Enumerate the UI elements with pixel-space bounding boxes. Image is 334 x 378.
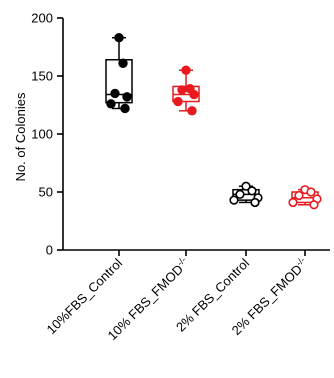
superscript: -/-: [294, 255, 307, 268]
data-point: [120, 103, 130, 114]
data-point: [306, 187, 316, 197]
data-point: [294, 190, 304, 201]
data-point: [189, 89, 199, 100]
axes: 0 50 100 150 200: [31, 11, 330, 258]
data-point: [106, 99, 116, 109]
data-point: [187, 106, 197, 116]
box: [105, 59, 133, 104]
y-tick-label: 200: [31, 11, 53, 26]
y-tick-label: 100: [31, 127, 53, 142]
y-tick-label: 0: [46, 243, 53, 258]
y-tick-label: 50: [39, 185, 53, 200]
data-point: [118, 58, 128, 68]
data-point: [177, 85, 187, 95]
data-marks: [105, 33, 322, 210]
data-point: [173, 96, 183, 107]
data-point: [288, 197, 298, 208]
data-point: [247, 186, 257, 196]
data-point: [250, 197, 260, 208]
y-tick-label: 150: [31, 69, 53, 84]
data-point: [122, 92, 132, 102]
data-point: [235, 189, 245, 199]
data-point: [110, 88, 120, 99]
data-point: [114, 33, 124, 43]
superscript: -/-: [175, 255, 188, 268]
data-point: [229, 195, 239, 205]
y-axis-label: No. of Colonies: [13, 92, 28, 181]
data-point: [181, 65, 191, 75]
data-point: [309, 200, 319, 210]
data-point: [241, 181, 251, 191]
